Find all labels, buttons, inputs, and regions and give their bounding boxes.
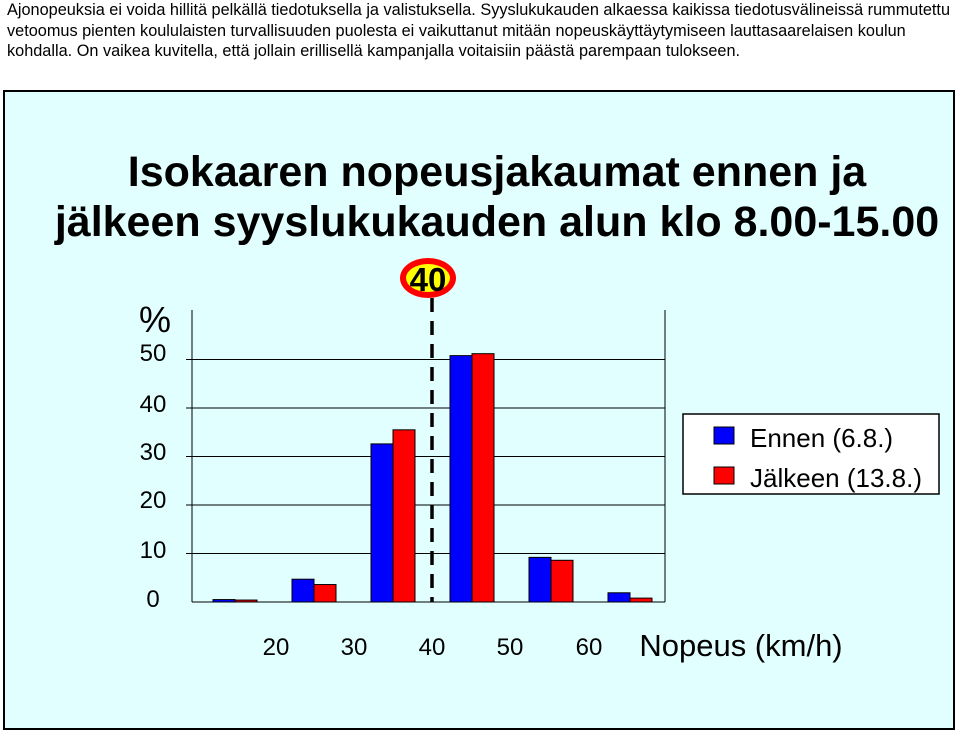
legend-label-ennen: Ennen (6.8.) xyxy=(750,423,893,453)
x-tick-label: 40 xyxy=(419,634,446,661)
y-tick-label: 40 xyxy=(140,391,167,418)
legend-swatch-ennen xyxy=(713,426,735,445)
bar-jalkeen xyxy=(234,599,258,603)
y-tick-label: 50 xyxy=(140,340,167,367)
y-axis-label: % xyxy=(139,299,171,340)
y-tick-label: 10 xyxy=(140,537,167,564)
y-tick-label: 0 xyxy=(146,586,159,613)
bar-jalkeen xyxy=(471,353,495,603)
chart-title-line-2: jälkeen syyslukukauden alun klo 8.00-15.… xyxy=(54,198,939,246)
legend: Ennen (6.8.) Jälkeen (13.8.) xyxy=(682,413,940,495)
x-tick-label: 20 xyxy=(263,634,290,661)
legend-swatch-jalkeen xyxy=(713,466,735,485)
legend-label-jalkeen: Jälkeen (13.8.) xyxy=(750,463,922,493)
x-tick-label: 50 xyxy=(497,634,524,661)
bar-ennen xyxy=(212,599,236,603)
x-tick-label: 30 xyxy=(341,634,368,661)
bar-ennen xyxy=(607,592,631,603)
speed-limit-sign-face xyxy=(406,264,450,292)
x-axis-label: Nopeus (km/h) xyxy=(639,628,842,663)
bar-ennen xyxy=(291,578,315,603)
y-tick-label: 30 xyxy=(140,439,167,466)
chart-title-line-1: Isokaaren nopeusjakaumat ennen ja xyxy=(128,148,868,196)
x-tick-label: 60 xyxy=(576,634,603,661)
intro-paragraph: Ajonopeuksia ei voida hillitä pelkällä t… xyxy=(7,1,951,60)
bar-jalkeen xyxy=(392,429,416,603)
speed-limit-value: 40 xyxy=(410,261,447,298)
bar-jalkeen xyxy=(550,559,574,603)
bar-ennen xyxy=(370,443,394,603)
y-tick-label: 20 xyxy=(140,487,167,514)
speed-limit-sign: 40 xyxy=(400,258,456,298)
bar-ennen xyxy=(528,556,552,603)
bar-ennen xyxy=(449,355,473,603)
bar-jalkeen xyxy=(629,597,653,603)
bar-jalkeen xyxy=(313,584,337,603)
